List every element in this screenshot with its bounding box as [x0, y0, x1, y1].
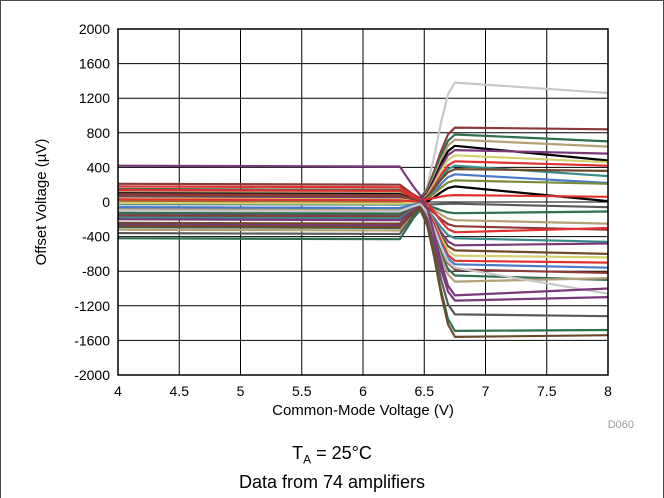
y-tick-label-10: -2000	[74, 367, 110, 383]
amplifier-count-caption: Data from 74 amplifiers	[238, 472, 426, 492]
y-tick-labels: 2000 1600 1200 800 400 0 -400 -800 -1200 -1600 -20…	[74, 21, 110, 383]
x-tick-label-0: 4	[114, 383, 122, 399]
y-tick-label-9: -1600	[74, 332, 110, 348]
y-tick-label-1: 1600	[79, 56, 110, 72]
y-tick-label-6: -400	[82, 229, 110, 245]
ta-symbol: T	[292, 443, 304, 463]
temperature-caption: TA = 25°C	[0, 443, 664, 467]
figure-code: D060	[608, 419, 634, 431]
series-group	[117, 81, 609, 338]
y-axis-title: Offset Voltage (µV)	[33, 139, 50, 266]
x-tick-label-6: 7	[482, 383, 490, 399]
x-tick-labels: 4 4.5 5 5.5 6 6.5 7 7.5 8	[114, 383, 612, 399]
plot-border	[117, 28, 609, 376]
series-line-18	[117, 185, 609, 234]
ta-value: = 25°C	[311, 443, 372, 463]
y-tick-label-0: 2000	[79, 21, 110, 37]
y-tick-label-3: 800	[87, 125, 111, 141]
ta-subscript: A	[303, 452, 312, 467]
y-tick-label-8: -1200	[74, 298, 110, 314]
series-line-16	[117, 202, 609, 225]
x-tick-label-2: 5	[237, 383, 245, 399]
x-tick-label-7: 7.5	[537, 383, 557, 399]
series-line-13	[117, 188, 609, 201]
series-line-33	[117, 206, 609, 338]
x-tick-label-5: 6.5	[415, 383, 435, 399]
y-tick-label-4: 400	[87, 159, 111, 175]
x-axis-title: Common-Mode Voltage (V)	[272, 402, 454, 419]
x-tick-label-4: 6	[359, 383, 367, 399]
x-tick-label-8: 8	[604, 383, 612, 399]
x-tick-label-3: 5.5	[292, 383, 312, 399]
series-line-30	[117, 164, 609, 297]
y-tick-label-7: -800	[82, 263, 110, 279]
y-tick-label-2: 1200	[79, 90, 110, 106]
y-tick-label-5: 0	[102, 194, 110, 210]
offset-voltage-chart: 2000 1600 1200 800 400 0 -400 -800 -1200 -1600 -20…	[33, 21, 634, 431]
x-tick-label-1: 4.5	[170, 383, 190, 399]
